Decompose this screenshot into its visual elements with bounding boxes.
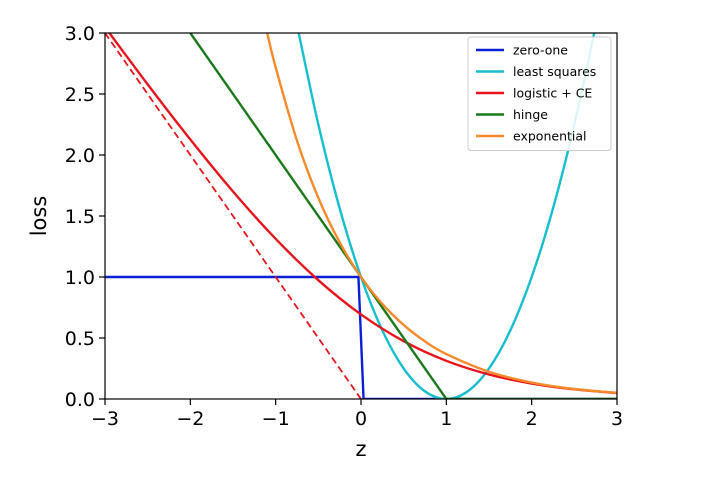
series-line-zero-one (105, 275, 617, 399)
y-tick-label: 3.0 (65, 23, 95, 45)
series-line-hinge (189, 33, 617, 399)
legend: zero-one least squares logistic + CE hinge e… (467, 36, 612, 151)
x-tick-label: −3 (91, 408, 119, 430)
x-tick-label: 2 (526, 408, 538, 430)
legend-label: zero-one (513, 43, 568, 58)
series-line-dashed-5 (105, 33, 362, 399)
plot-lines (105, 33, 617, 399)
x-axis-title: z (355, 437, 366, 461)
x-tick-label: 3 (611, 408, 623, 430)
y-tick-label: 2.5 (65, 84, 95, 106)
x-tick-label: 1 (440, 408, 452, 430)
x-tick-label: −1 (262, 408, 290, 430)
legend-label: exponential (513, 129, 587, 144)
x-tick-label: −2 (176, 408, 204, 430)
x-tick-label: 0 (355, 408, 367, 430)
x-axis: −3 −2 −1 0 1 2 3 (91, 399, 623, 430)
y-tick-label: 1.5 (65, 206, 95, 228)
legend-label: hinge (513, 107, 548, 122)
legend-label: logistic + CE (513, 86, 592, 101)
series-line-exponential (266, 33, 617, 395)
y-axis-title: loss (27, 196, 51, 237)
y-tick-label: 2.0 (65, 145, 95, 167)
legend-label: least squares (513, 64, 596, 79)
y-tick-label: 0.0 (65, 389, 95, 411)
y-tick-label: 1.0 (65, 267, 95, 289)
y-tick-label: 0.5 (65, 328, 95, 350)
legend-box (467, 36, 612, 151)
y-axis: 0.0 0.5 1.0 1.5 2.0 2.5 3.0 (65, 23, 105, 411)
